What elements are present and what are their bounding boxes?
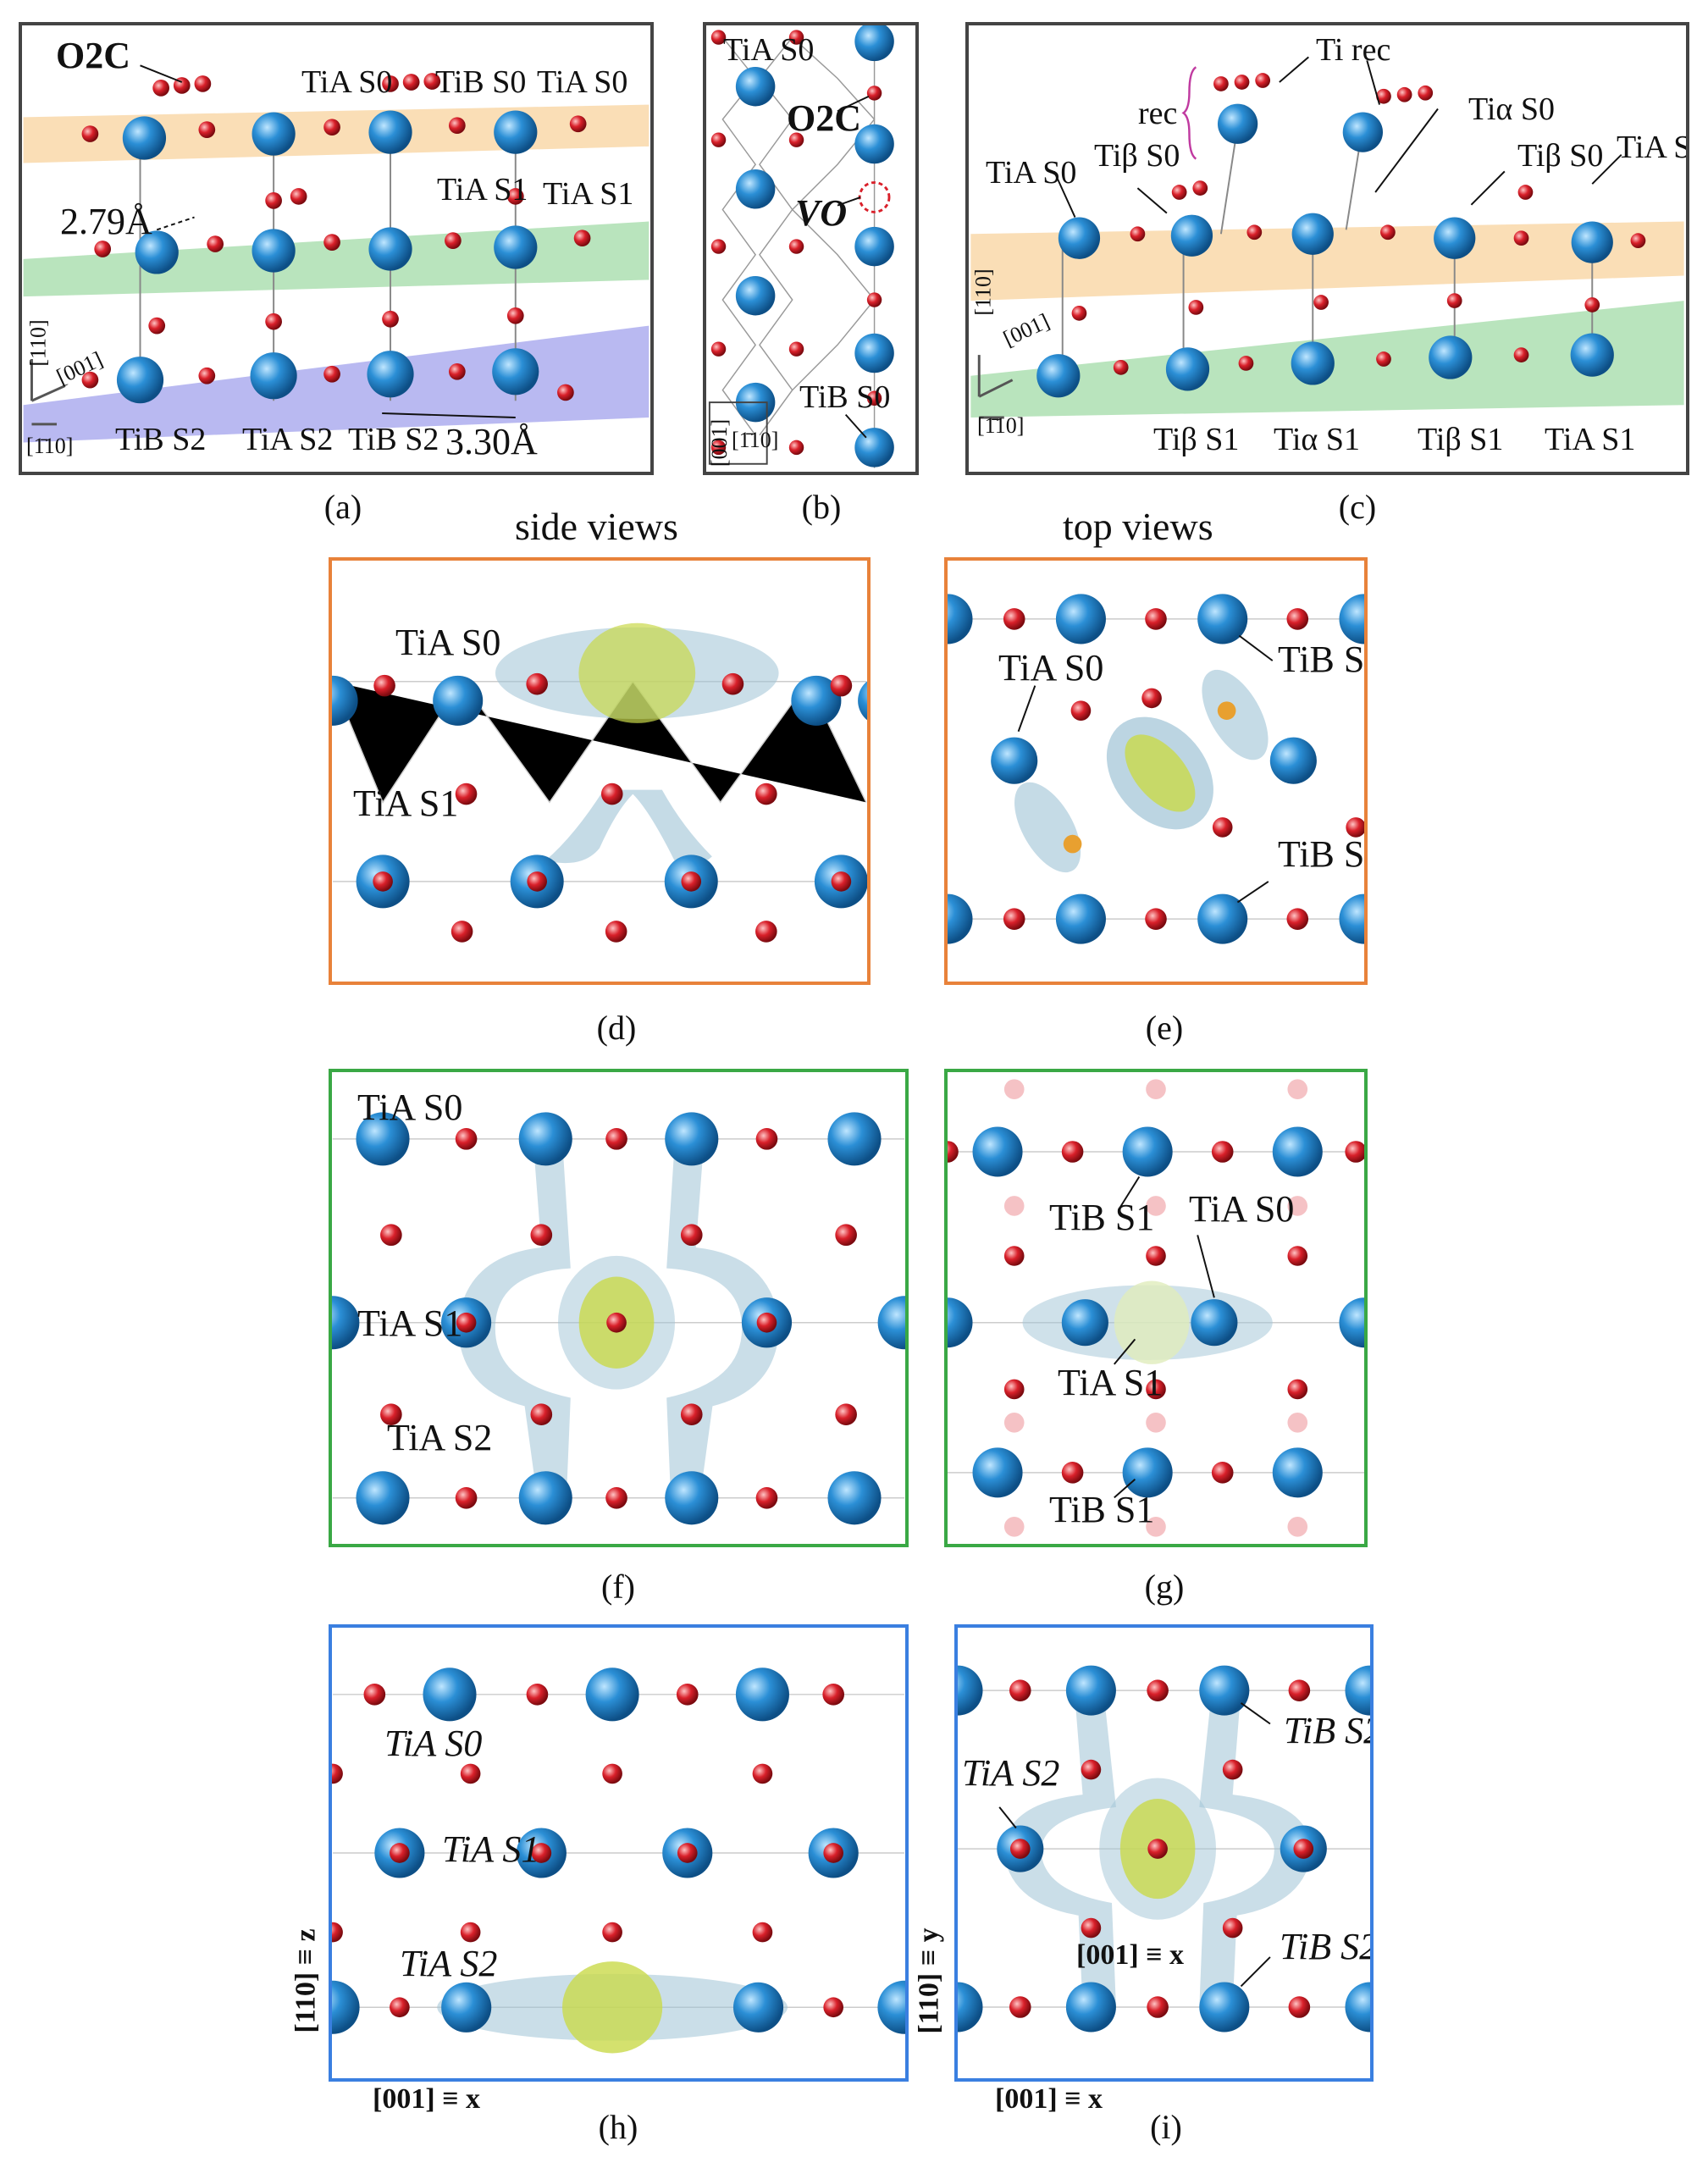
axis-110: [110]	[970, 268, 996, 316]
label-ti-s2-b2: TiB S2	[1280, 1926, 1374, 1967]
panel-h-structure	[332, 1668, 905, 2054]
panel-a-structure	[23, 64, 649, 443]
label-ti-s2-b: TiB S2	[1284, 1710, 1374, 1751]
label-ti-s2-b2: TiB S2	[348, 422, 439, 457]
label-ti-s0-a: TiA S0	[357, 1087, 463, 1128]
label-ti-s1-a: TiA S1	[353, 783, 459, 824]
label-ti-s0-beta2: Tiβ S0	[1517, 138, 1604, 174]
label-ti-s1-beta: Tiβ S1	[1153, 422, 1240, 457]
axis-1b10: [1̄10]	[26, 434, 74, 458]
label-ti-s1-a: TiA S1	[1058, 1362, 1164, 1403]
label-ti-s0-alpha: Tiα S0	[1468, 91, 1555, 127]
panel-g-structure	[948, 1079, 1364, 1537]
label-ti-s1-beta2: Tiβ S1	[1418, 422, 1504, 457]
panel-e-structure	[948, 594, 1364, 944]
axis-1b10: [1̄10]	[732, 428, 779, 452]
label-o2c: O2C	[56, 35, 130, 76]
axis-110: [110]	[25, 319, 51, 367]
panel-d: TiA S0 TiA S1	[329, 557, 871, 985]
label-ti-s1-b: TiB S1	[1278, 833, 1365, 875]
label-ti-s2-a: TiA S2	[242, 422, 334, 457]
panel-f-structure	[332, 1112, 905, 1525]
panel-f: TiA S0 TiA S1 TiA S2	[329, 1069, 909, 1547]
caption-h: (h)	[598, 2108, 638, 2146]
label-ti-s2-a: TiA S2	[962, 1752, 1060, 1794]
label-ti-s0-b: TiB S0	[799, 379, 891, 415]
label-ti-s1-b2: TiB S1	[1049, 1489, 1155, 1530]
panel-d-structure	[332, 622, 867, 943]
panel-b: TiA S0 O2C VO TiB S0 [001] [1̄10]	[703, 22, 919, 475]
label-ti-s1-b: TiB S1	[1049, 1197, 1155, 1238]
caption-i: (i)	[1150, 2108, 1182, 2146]
caption-g: (g)	[1144, 1568, 1185, 1606]
axis-1b10: [1̄10]	[977, 413, 1025, 438]
label-ti-s0-a2: TiA S0	[1617, 130, 1686, 165]
caption-e: (e)	[1145, 1009, 1184, 1047]
label-ti-s0-a: TiA S0	[723, 32, 815, 68]
panel-c: Ti rec rec Tiα S0 Tiβ S0 TiA S0 Tiβ S0 T…	[965, 22, 1689, 475]
panel-i: TiB S2 TiA S2 [001] ≡ x TiB S2	[954, 1624, 1374, 2082]
label-ti-s2-b: TiB S2	[115, 422, 207, 457]
axis-001: [001]	[707, 418, 732, 467]
label-distance-279: 2.79Å	[60, 201, 152, 242]
label-axis-inside: [001] ≡ x	[1076, 1939, 1185, 1971]
label-ti-s1-a: TiA S1	[442, 1828, 540, 1870]
panel-g: TiB S1 TiA S0 TiA S1 TiB S1	[944, 1069, 1368, 1547]
label-ti-s0-a2: TiA S0	[537, 64, 628, 100]
label-vo: VO	[795, 192, 848, 234]
axis-h-x: [001] ≡ x	[373, 2083, 481, 2115]
label-ti-s0-a: TiA S0	[1189, 1188, 1295, 1230]
header-side-views: side views	[515, 505, 678, 548]
caption-f: (f)	[601, 1568, 635, 1606]
label-ti-s2-a: TiA S2	[400, 1943, 498, 1984]
caption-a: (a)	[323, 488, 362, 526]
panel-a: O2C TiA S0 TiB S0 TiA S0 TiA S1 TiA S1 2…	[19, 22, 654, 475]
label-ti-s0-a: TiA S0	[395, 622, 501, 663]
header-top-views: top views	[1063, 505, 1213, 548]
label-ti-s1-a: TiA S1	[1545, 422, 1636, 457]
caption-d: (d)	[596, 1009, 637, 1047]
panel-b-structure	[708, 25, 894, 468]
label-ti-rec: Ti rec	[1316, 32, 1391, 68]
panel-e: TiA S0 TiB S0 TiB S1	[944, 557, 1368, 985]
caption-c: (c)	[1338, 488, 1377, 526]
label-ti-s0-beta: Tiβ S0	[1094, 138, 1180, 174]
label-ti-s0-a: TiA S0	[301, 64, 393, 100]
label-rec: rec	[1138, 96, 1178, 131]
label-ti-s0-a: TiA S0	[384, 1723, 483, 1764]
panel-h: TiA S0 TiA S1 TiA S2	[329, 1624, 909, 2082]
label-ti-s1-a: TiA S1	[437, 172, 528, 207]
label-ti-s2-a: TiA S2	[387, 1417, 493, 1458]
label-ti-s0-a: TiA S0	[998, 647, 1104, 689]
label-distance-330: 3.30Å	[445, 421, 538, 462]
panel-c-structure	[970, 56, 1684, 419]
label-ti-s1-a2: TiA S1	[543, 176, 634, 212]
axis-h-y: [110] ≡ z	[290, 1928, 322, 2033]
axis-i-y: [110] ≡ y	[913, 1927, 945, 2034]
label-ti-s1-a: TiA S1	[357, 1302, 463, 1344]
caption-b: (b)	[801, 488, 842, 526]
panel-i-structure	[958, 1665, 1370, 2033]
label-ti-s0-b: TiB S0	[1278, 639, 1365, 680]
label-ti-s0-a: TiA S0	[986, 155, 1077, 191]
axis-i-x: [001] ≡ x	[995, 2083, 1103, 2115]
label-o2c: O2C	[787, 97, 861, 139]
label-ti-s1-alpha: Tiα S1	[1274, 422, 1360, 457]
label-ti-s0-b: TiB S0	[435, 64, 527, 100]
